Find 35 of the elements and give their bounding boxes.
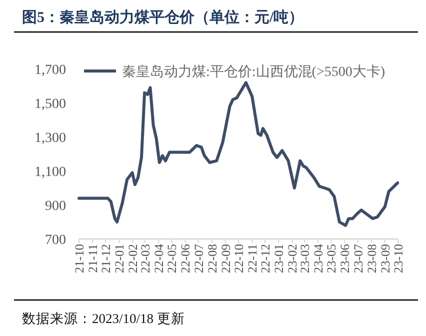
chart-title: 图5：秦皇岛动力煤平仓价（单位：元/吨） — [22, 9, 304, 26]
legend-label: 秦皇岛动力煤:平仓价:山西优混(>5500大卡) — [122, 64, 386, 80]
x-tick-label: 22-06 — [178, 244, 193, 274]
x-tick-label: 22-12 — [258, 244, 273, 274]
x-tick-label: 23-05 — [324, 244, 339, 274]
y-tick-label: 1,100 — [34, 165, 66, 180]
y-tick-label: 1,300 — [34, 131, 66, 146]
x-tick-label: 22-02 — [126, 244, 140, 274]
x-tick-label: 23-04 — [312, 243, 326, 274]
x-tick-label: 22-11 — [246, 244, 260, 273]
x-tick-label: 21-10 — [72, 244, 86, 274]
y-tick-label: 1,500 — [34, 97, 66, 112]
y-tick-label: 700 — [45, 233, 66, 248]
x-tick-label: 23-02 — [286, 244, 300, 274]
x-tick-label: 22-09 — [218, 244, 233, 274]
x-tick-label: 22-08 — [205, 244, 220, 274]
x-tick-label: 22-05 — [165, 244, 180, 274]
x-tick-label: 23-07 — [351, 244, 366, 274]
x-tick-label: 23-10 — [392, 244, 406, 274]
x-tick-label: 23-08 — [364, 244, 379, 274]
x-tick-label: 23-09 — [378, 244, 392, 274]
x-tick-label: 22-04 — [152, 243, 166, 274]
x-tick-label: 23-06 — [338, 244, 352, 274]
x-tick-label: 23-03 — [298, 244, 312, 274]
x-tick-label: 21-12 — [99, 244, 114, 274]
x-tick-label: 23-01 — [272, 244, 286, 274]
x-tick-label: 21-11 — [86, 244, 100, 273]
x-tick-label: 22-03 — [138, 244, 152, 274]
line-series — [78, 81, 400, 227]
x-tick-label: 22-01 — [112, 244, 127, 274]
y-tick-label: 1,700 — [34, 63, 66, 78]
x-tick-label: 22-10 — [232, 244, 246, 274]
x-tick-label: 22-07 — [192, 244, 206, 274]
y-tick-label: 900 — [45, 199, 66, 214]
source-note: 数据来源：2023/10/18 更新 — [22, 311, 185, 326]
